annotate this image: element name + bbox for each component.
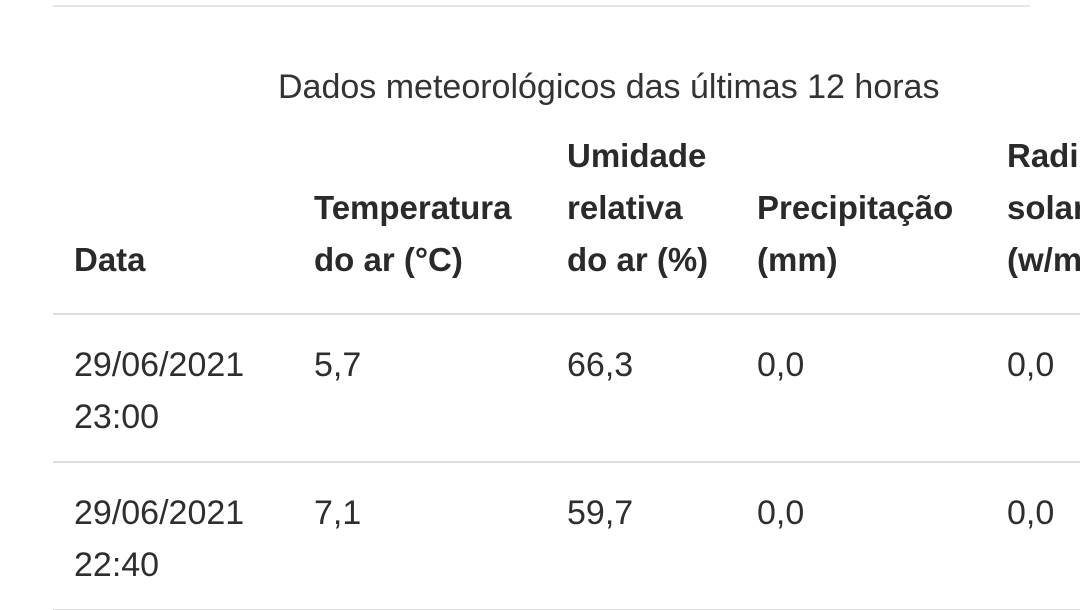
cell-time: 22:40: [74, 546, 160, 584]
cell-precipitation: 0,0: [757, 346, 805, 384]
header-temperature-line-2: do ar (°C): [314, 241, 463, 278]
header-humidity-line-1: Umidade: [567, 137, 707, 174]
header-radiation-line-2: solar: [1007, 189, 1080, 226]
cell-temperature: 7,1: [314, 494, 362, 532]
header-precipitation-line-2: (mm): [757, 241, 838, 278]
header-humidity: Umidade relativa do ar (%): [567, 130, 708, 286]
header-temperature: Temperatura do ar (°C): [314, 182, 511, 286]
header-radiation-line-3: (w/m: [1007, 241, 1080, 278]
header-radiation: Radi solar (w/m: [1007, 130, 1080, 286]
header-date: Data: [74, 234, 146, 286]
header-precipitation: Precipitação (mm): [757, 182, 953, 286]
cell-date: 29/06/2021: [74, 494, 245, 532]
table-caption: Dados meteorológicos das últimas 12 hora…: [278, 68, 940, 106]
row-divider: [53, 461, 1080, 463]
header-humidity-line-2: relativa: [567, 189, 683, 226]
cell-radiation: 0,0: [1007, 494, 1055, 532]
header-precipitation-line-1: Precipitação: [757, 189, 954, 226]
cell-precipitation: 0,0: [757, 494, 805, 532]
header-humidity-line-3: do ar (%): [567, 241, 709, 278]
cell-datetime: 29/06/2021 23:00: [74, 339, 244, 443]
table-header: Data Temperatura do ar (°C) Umidade rela…: [53, 0, 1080, 314]
cell-humidity: 59,7: [567, 494, 634, 532]
top-divider: [53, 5, 1030, 7]
cell-time: 23:00: [74, 398, 160, 436]
weather-table: Data Temperatura do ar (°C) Umidade rela…: [53, 0, 1080, 610]
table-row: 29/06/2021 23:00 5,7 66,3 0,0 0,0: [53, 315, 1080, 463]
header-temperature-line-1: Temperatura: [314, 189, 512, 226]
header-divider: [53, 313, 1080, 315]
cell-radiation: 0,0: [1007, 346, 1055, 384]
cell-datetime: 29/06/2021 22:40: [74, 487, 244, 591]
cell-temperature: 5,7: [314, 346, 362, 384]
cell-date: 29/06/2021: [74, 346, 245, 384]
table-row: 29/06/2021 22:40 7,1 59,7 0,0 0,0: [53, 463, 1080, 610]
header-radiation-line-1: Radi: [1007, 137, 1079, 174]
cell-humidity: 66,3: [567, 346, 634, 384]
header-date-line-1: Data: [74, 241, 146, 278]
